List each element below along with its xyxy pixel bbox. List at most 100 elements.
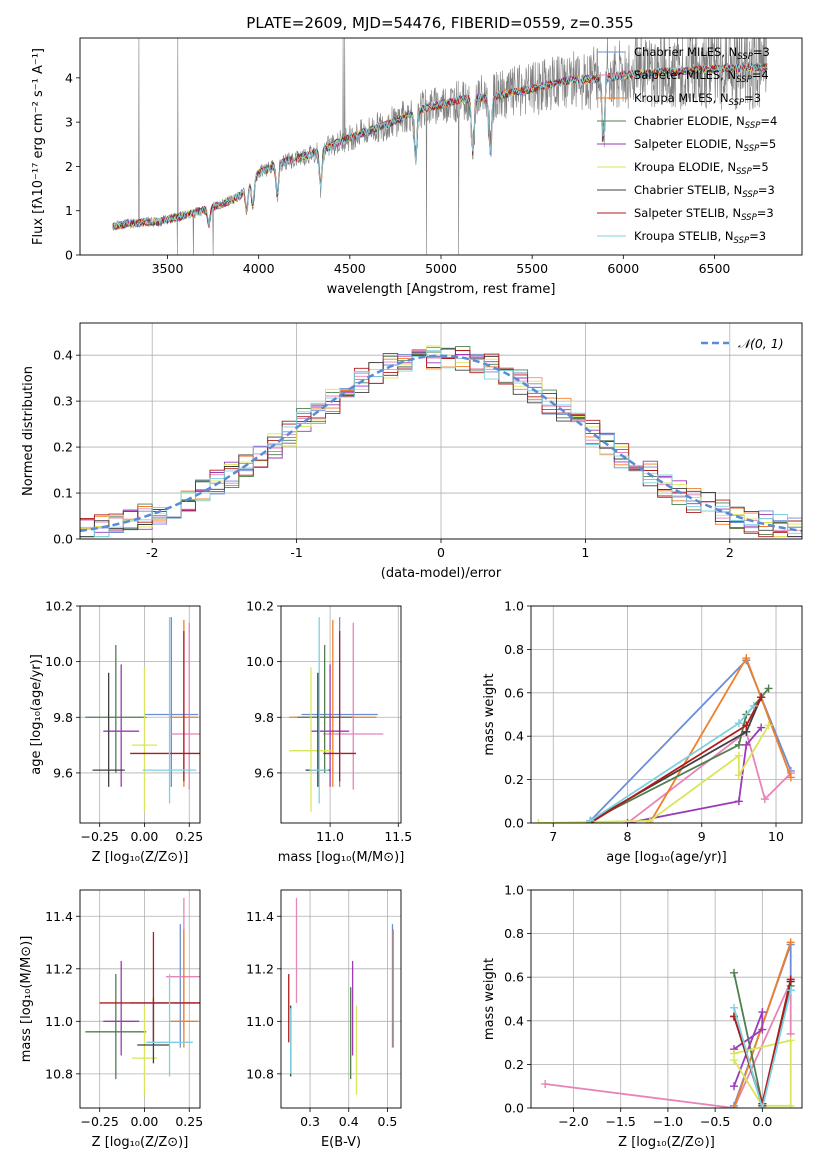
weight-marker [758,1008,767,1017]
y-tick-label: 11.0 [45,1014,73,1029]
y-tick-label: 1.0 [504,883,524,898]
weight-series-9 [730,986,795,1108]
y-tick-label: 11.4 [246,909,274,924]
chart-age_vs_Z: −0.25 0.00 0.25 9.6 9.8 10.0 10.2 Z [log₁₀(Z/Z⊙… [29,599,203,866]
y-axis-label: mass [log₁₀(M/M⊙)] [19,936,34,1063]
chart-weight_vs_Z: −2.0 −1.5 −1.0 −0.5 0.0 0.0 0.2 0.4 0.6 0.8 1.0 Z [… [482,883,803,1150]
weight-line [545,981,792,1108]
y-tick-label: 0.4 [504,1013,524,1028]
chart-weight_vs_age: 7 8 9 10 0.0 0.2 0.4 0.6 0.8 1.0 age [log₁₀(age/yr… [482,599,803,865]
axes-frame [280,889,402,1109]
y-tick-label: 11.4 [45,909,73,924]
weight-line [733,990,792,1108]
legend-marker [607,94,616,102]
y-tick-label: 0.4 [504,729,524,744]
axes-frame [79,37,803,256]
weight-marker [730,1082,739,1091]
x-tick-label: 4000 [243,261,275,276]
legend-label: Chabrier STELIB, NSSP=3 [634,183,775,200]
legend-label: Salpeter MILES, NSSP=4 [634,68,769,85]
y-tick-label: 10.2 [246,599,274,614]
x-tick-label: −1.5 [606,1114,636,1129]
x-axis-label: E(B-V) [321,1135,361,1150]
axes-frame [79,322,803,540]
errorbar-point-3 [289,619,377,787]
errorbar-point-9 [146,974,193,1077]
x-tick-label: 0 [437,545,445,560]
errorbar-point-6 [131,667,158,812]
legend-label: Kroupa ELODIE, NSSP=5 [634,160,769,177]
weight-marker [586,816,595,823]
weight-marker [730,1104,739,1108]
y-tick-label: 10.0 [45,654,73,669]
weight-marker [734,797,743,806]
y-axis-label: age [log₁₀(age/yr)] [29,654,44,775]
y-axis-label: Normed distribution [21,366,36,496]
errorbar-point-9 [142,617,197,804]
x-tick-label: -1 [290,545,302,560]
legend-label: Salpeter ELODIE, NSSP=5 [634,137,776,154]
y-tick-label: 0 [65,248,73,263]
axes-frame [79,889,201,1109]
weight-marker [760,795,769,804]
legend: Chabrier MILES, NSSP=3 Salpeter MILES, NS… [597,45,777,246]
x-tick-label: -2 [146,545,158,560]
y-tick-label: 0.6 [504,685,524,700]
weight-marker [742,654,751,663]
x-tick-label: 2 [726,545,734,560]
y-tick-label: 3 [65,115,73,130]
y-tick-label: 10.2 [45,599,73,614]
weight-marker [749,701,758,710]
weight-marker [786,938,795,947]
weight-marker [541,1080,550,1089]
x-tick-label: 3500 [152,261,184,276]
weight-line [589,658,792,822]
x-tick-label: 5000 [425,261,457,276]
x-tick-label: 9 [698,829,706,844]
weight-marker [734,771,743,780]
x-tick-label: 0.00 [131,1114,159,1129]
errorbar-point-3 [169,929,199,1048]
y-tick-label: 0.2 [504,1057,524,1072]
chart-spectrum: 3500 4000 4500 5000 5500 6000 6500 0 1 2 3 4 wavelen… [31,37,803,297]
model-line-9 [112,62,768,229]
axes-frame [280,605,402,824]
x-axis-label: (data-model)/error [381,566,502,581]
y-tick-label: 9.8 [254,710,274,725]
x-tick-label: 11.0 [316,829,344,844]
x-axis-label: age [log₁₀(age/yr)] [606,850,727,865]
y-tick-label: 0.0 [504,1101,524,1116]
weight-marker [734,751,743,760]
weight-marker [786,1036,795,1045]
x-tick-label: 0.25 [175,829,203,844]
weight-series-6 [730,1036,795,1108]
y-tick-label: 9.8 [53,710,73,725]
weight-marker [764,721,773,730]
weight-line [626,730,792,823]
legend-label: Salpeter STELIB, NSSP=3 [634,206,774,223]
x-axis-label: Z [log₁₀(Z/Z⊙)] [92,850,189,865]
y-tick-label: 9.6 [53,765,73,780]
weight-marker [734,740,743,749]
y-tick-label: 1 [65,203,73,218]
x-tick-label: −2.0 [558,1114,588,1129]
y-tick-label: 0.1 [53,486,73,501]
weight-marker [764,684,773,693]
x-tick-label: 6000 [607,261,639,276]
errorbar-point-2 [171,622,200,790]
x-tick-label: −0.25 [81,1114,119,1129]
legend-label: Chabrier ELODIE, NSSP=4 [634,114,777,131]
y-axis-label: mass weight [482,958,497,1040]
x-axis-label: mass [log₁₀(M/M⊙)] [278,850,405,865]
errorbar-point-5 [311,664,350,787]
errorbar-point-1 [144,617,199,787]
chart-mass_vs_ebv: 0.3 0.4 0.5 10.8 11.0 11.2 11.4 E(B-V) [246,889,402,1150]
chart-mass_vs_Z: −0.25 0.00 0.25 10.8 11.0 11.2 11.4 Z [log₁₀(Z/… [19,889,203,1150]
weight-series-5 [623,723,766,823]
x-axis-label: Z [log₁₀(Z/Z⊙)] [618,1135,715,1150]
weight-marker [757,693,766,702]
weight-marker [758,1025,767,1034]
y-tick-label: 9.6 [254,765,274,780]
errorbar-point-4 [297,644,352,773]
